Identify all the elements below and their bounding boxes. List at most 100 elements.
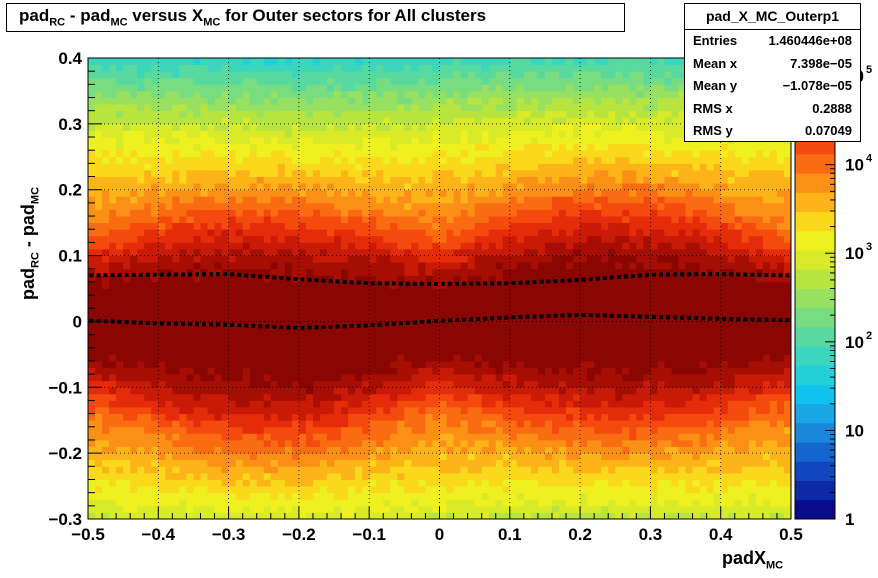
heatmap-cell (256, 466, 265, 474)
heatmap-cell (298, 242, 307, 250)
heatmap-cell (228, 216, 237, 224)
heatmap-cell (488, 486, 497, 494)
heatmap-cell (102, 202, 110, 210)
heatmap-cell (193, 486, 201, 494)
heatmap-cell (446, 374, 454, 382)
heatmap-cell (348, 347, 356, 355)
heatmap-cell (270, 387, 279, 395)
heatmap-cell (207, 156, 215, 164)
heatmap-cell (291, 347, 300, 355)
heatmap-cell (144, 117, 152, 125)
heatmap-cell (263, 202, 272, 210)
heatmap-cell (312, 104, 321, 112)
heatmap-cell (312, 176, 321, 184)
heatmap-cell (488, 117, 497, 125)
heatmap-cell (537, 150, 546, 158)
heatmap-cell (116, 347, 124, 355)
heatmap-cell (334, 420, 342, 428)
heatmap-cell (425, 216, 433, 224)
heatmap-cell (425, 321, 433, 329)
heatmap-cell (179, 439, 187, 447)
heatmap-cell (102, 492, 110, 500)
heatmap-cell (355, 466, 363, 474)
heatmap-cell (397, 295, 405, 303)
heatmap-cell (376, 216, 384, 224)
heatmap-cell (580, 295, 588, 303)
heatmap-cell (221, 433, 229, 441)
heatmap-cell (88, 64, 96, 72)
heatmap-cell (488, 466, 497, 474)
heatmap-cell (390, 196, 398, 204)
heatmap-cell (397, 301, 405, 309)
heatmap-cell (481, 439, 490, 447)
heatmap-cell (362, 248, 370, 256)
heatmap-cell (116, 472, 124, 480)
heatmap-cell (383, 235, 391, 243)
heatmap-cell (193, 117, 201, 125)
heatmap-cell (425, 262, 433, 270)
heatmap-cell (165, 512, 173, 520)
heatmap-cell (116, 466, 124, 474)
heatmap-cell (179, 466, 187, 474)
heatmap-cell (566, 137, 574, 145)
heatmap-cell (249, 505, 258, 513)
heatmap-cell (376, 255, 384, 263)
heatmap-cell (362, 222, 370, 230)
heatmap-cell (327, 499, 335, 507)
heatmap-cell (151, 268, 159, 276)
heatmap-cell (186, 479, 194, 487)
heatmap-cell (277, 130, 286, 138)
heatmap-cell (530, 367, 539, 375)
heatmap-cell (214, 97, 222, 105)
heatmap-cell (509, 235, 518, 243)
heatmap-cell (376, 334, 384, 342)
heatmap-cell (277, 202, 286, 210)
heatmap-cell (137, 255, 145, 263)
heatmap-cell (376, 189, 384, 197)
heatmap-cell (551, 426, 560, 434)
heatmap-cell (418, 433, 426, 441)
heatmap-cell (263, 163, 272, 171)
heatmap-cell (137, 420, 145, 428)
heatmap-cell (460, 400, 469, 408)
heatmap-cell (355, 295, 363, 303)
heatmap-cell (284, 143, 293, 151)
heatmap-cell (432, 472, 440, 480)
heatmap-cell (151, 248, 159, 256)
heatmap-cell (221, 123, 229, 131)
heatmap-cell (109, 486, 117, 494)
heatmap-cell (439, 354, 447, 362)
heatmap-cell (228, 77, 237, 85)
heatmap-cell (130, 202, 138, 210)
heatmap-cell (544, 123, 553, 131)
heatmap-cell (214, 183, 222, 191)
heatmap-cell (186, 453, 194, 461)
heatmap-cell (446, 400, 454, 408)
heatmap-cell (270, 255, 279, 263)
heatmap-cell (481, 479, 490, 487)
heatmap-cell (249, 275, 258, 283)
heatmap-cell (172, 295, 180, 303)
heatmap-cell (404, 189, 412, 197)
heatmap-cell (341, 295, 349, 303)
heatmap-cell (425, 499, 433, 507)
heatmap-cell (425, 97, 433, 105)
heatmap-cell (186, 374, 194, 382)
heatmap-cell (425, 137, 433, 145)
heatmap-cell (207, 104, 215, 112)
heatmap-cell (334, 400, 342, 408)
heatmap-cell (277, 288, 286, 296)
heatmap-cell (439, 360, 447, 368)
heatmap-cell (284, 393, 293, 401)
heatmap-cell (341, 420, 349, 428)
heatmap-cell (88, 275, 96, 283)
heatmap-cell (369, 189, 377, 197)
heatmap-cell (587, 512, 595, 520)
heatmap-cell (566, 347, 574, 355)
heatmap-cell (95, 77, 103, 85)
heatmap-cell (348, 196, 356, 204)
heatmap-cell (341, 334, 349, 342)
heatmap-cell (523, 374, 532, 382)
heatmap-cell (207, 262, 215, 270)
heatmap-cell (193, 71, 201, 79)
